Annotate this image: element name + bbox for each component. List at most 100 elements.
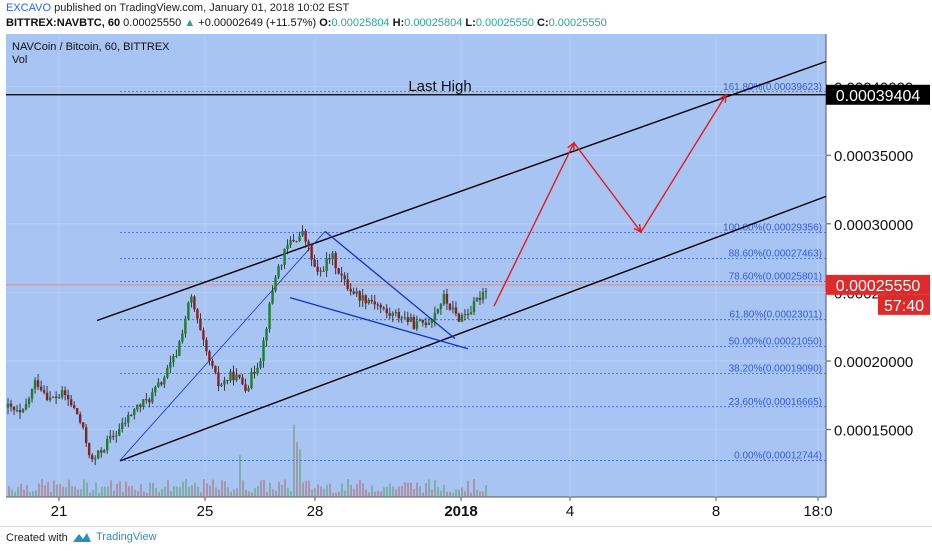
candle bbox=[72, 401, 76, 410]
candle bbox=[81, 421, 85, 430]
volume-bar bbox=[344, 490, 346, 497]
candle bbox=[259, 358, 262, 370]
volume-bar bbox=[263, 479, 265, 497]
candle-body bbox=[310, 246, 313, 260]
volume-bar bbox=[155, 487, 157, 497]
candle-body bbox=[133, 409, 136, 416]
volume-bar bbox=[479, 491, 481, 497]
volume-bar bbox=[86, 482, 88, 497]
candle-body bbox=[72, 405, 76, 409]
candle bbox=[478, 291, 482, 306]
candle-body bbox=[274, 277, 277, 291]
candle bbox=[430, 318, 434, 328]
candle bbox=[310, 244, 313, 267]
candle bbox=[51, 396, 55, 399]
volume-bar bbox=[317, 484, 319, 497]
candle-body bbox=[439, 304, 443, 310]
fib-trend-line bbox=[119, 231, 326, 461]
volume-bar bbox=[209, 485, 211, 497]
candle-body bbox=[199, 318, 202, 331]
volume-bar bbox=[35, 490, 37, 497]
candle bbox=[133, 408, 136, 420]
candle-body bbox=[358, 291, 361, 301]
candle-body bbox=[427, 322, 431, 326]
candle bbox=[90, 453, 94, 463]
volume-bar bbox=[59, 483, 61, 497]
volume-bar bbox=[428, 479, 430, 497]
candle-body bbox=[220, 384, 223, 387]
candle bbox=[355, 287, 358, 297]
volume-bar bbox=[41, 479, 43, 497]
volume-bar bbox=[203, 479, 205, 497]
candle-body bbox=[238, 374, 241, 378]
volume-bar bbox=[212, 479, 214, 497]
candle-body bbox=[265, 329, 268, 341]
candle-body bbox=[30, 388, 34, 399]
candle-body bbox=[145, 399, 148, 401]
candle-body bbox=[154, 387, 157, 393]
candle bbox=[160, 381, 163, 387]
candle-body bbox=[442, 293, 446, 305]
volume-bar bbox=[74, 486, 76, 497]
candle-body bbox=[54, 396, 58, 398]
candle bbox=[388, 307, 391, 320]
candle bbox=[93, 455, 97, 466]
volume-bar bbox=[305, 480, 307, 497]
channel-lower-line bbox=[119, 195, 827, 462]
change-value: +0.00002649 (+11.57%) bbox=[198, 17, 317, 29]
candle bbox=[313, 254, 316, 268]
candle-body bbox=[78, 414, 82, 423]
candle bbox=[292, 234, 295, 243]
candle bbox=[175, 349, 178, 359]
candle bbox=[373, 294, 376, 310]
candle-body bbox=[178, 341, 181, 356]
candle-body bbox=[298, 235, 301, 242]
candle-body bbox=[18, 410, 22, 413]
candle bbox=[439, 302, 443, 315]
candle bbox=[208, 349, 211, 366]
candle-body bbox=[166, 367, 169, 378]
x-tick-label: 28 bbox=[307, 503, 324, 520]
high-label: H: bbox=[392, 17, 405, 29]
candle bbox=[250, 367, 253, 390]
candle-body bbox=[355, 291, 358, 294]
candle-body bbox=[21, 409, 25, 413]
volume-bar bbox=[242, 480, 244, 497]
candle-body bbox=[24, 404, 28, 410]
candle-body bbox=[175, 355, 178, 357]
volume-bar bbox=[251, 492, 253, 497]
volume-bar bbox=[440, 490, 442, 497]
candle-body bbox=[127, 414, 130, 423]
candle-body bbox=[42, 390, 46, 393]
candle bbox=[448, 303, 452, 312]
candle-body bbox=[229, 371, 232, 381]
volume-bar bbox=[434, 480, 436, 497]
candle-body bbox=[169, 362, 172, 368]
candle-body bbox=[90, 455, 94, 460]
last-price-value: 0.00025550 bbox=[123, 17, 182, 29]
volume-bar bbox=[167, 480, 169, 497]
tradingview-link[interactable]: TradingView bbox=[72, 531, 157, 543]
price-tag bbox=[878, 294, 930, 315]
candle-body bbox=[430, 319, 434, 323]
volume-bar bbox=[425, 483, 427, 497]
candle-body bbox=[295, 241, 298, 243]
candle-body bbox=[160, 382, 163, 385]
candle-body bbox=[217, 372, 220, 387]
candle-body bbox=[436, 309, 440, 313]
volume-bar bbox=[233, 489, 235, 497]
volume-bar bbox=[14, 491, 16, 497]
publisher-name[interactable]: EXCAVO bbox=[6, 2, 52, 14]
candle bbox=[66, 389, 70, 407]
candle-body bbox=[385, 308, 388, 314]
candle bbox=[385, 304, 388, 319]
time-axis bbox=[6, 497, 932, 525]
price-chart[interactable]: 0.000150000.000200000.000250000.00030000… bbox=[0, 0, 932, 526]
volume-bar bbox=[284, 479, 286, 497]
volume-bar bbox=[419, 486, 421, 497]
x-tick-label: 25 bbox=[197, 503, 214, 520]
tradingview-logo-icon bbox=[73, 533, 91, 543]
candle-body bbox=[244, 384, 247, 391]
candle-body bbox=[66, 394, 70, 400]
candle-body bbox=[130, 414, 133, 416]
